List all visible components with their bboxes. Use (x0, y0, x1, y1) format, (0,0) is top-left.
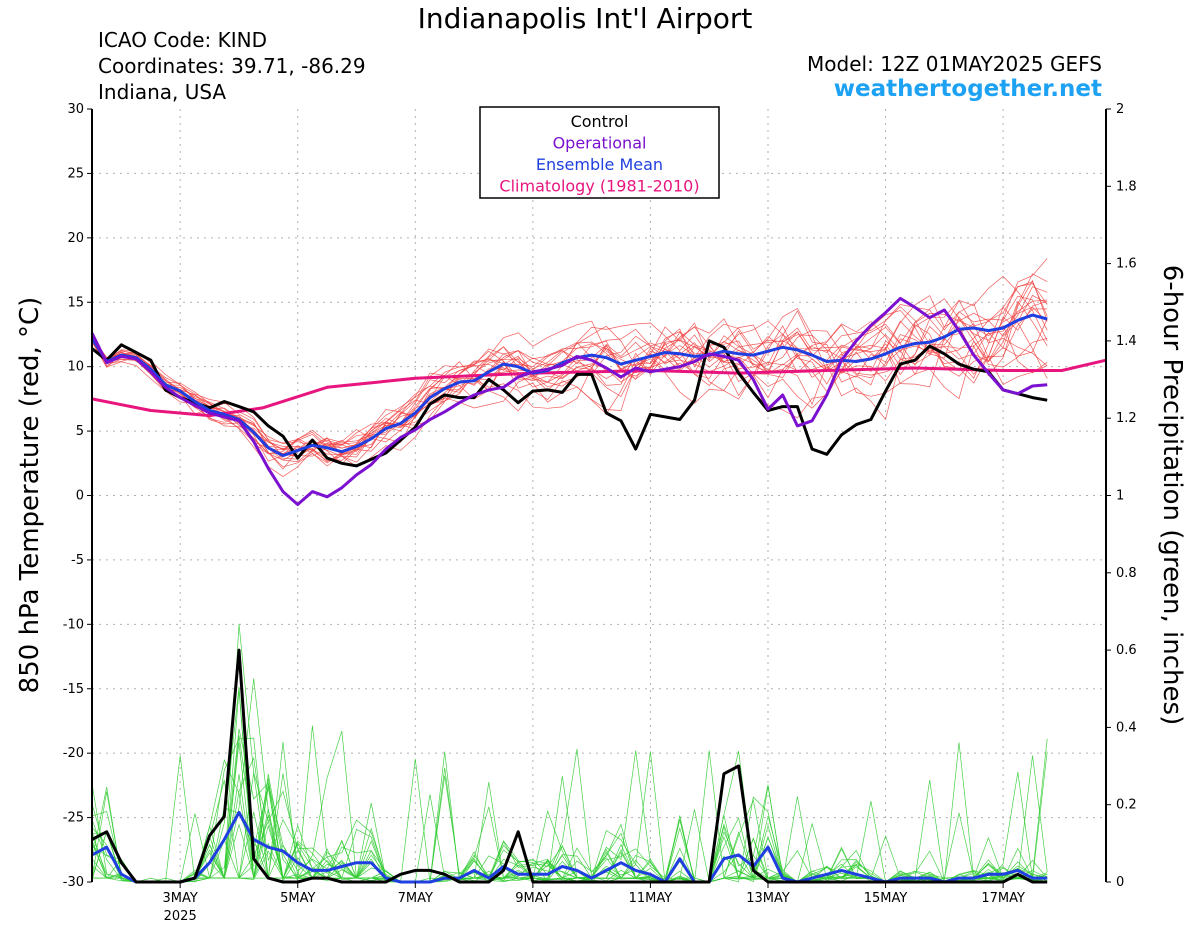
y-tick-label-left: 10 (67, 360, 84, 375)
axes: 302520151050-5-10-15-20-25-3021.81.61.41… (63, 102, 1137, 924)
y-tick-label-left: -5 (71, 553, 84, 568)
y-tick-label-left: -30 (63, 875, 84, 890)
y-tick-label-right: 0.4 (1116, 720, 1137, 735)
model-run: Model: 12Z 01MAY2025 GEFS (807, 52, 1102, 76)
y-tick-label-left: -20 (63, 746, 84, 761)
precip-member-line (91, 737, 1048, 883)
legend: Control Operational Ensemble Mean Climatolo… (479, 106, 720, 199)
temp-member-line (91, 273, 1048, 468)
x-tick-label: 5MAY (280, 891, 315, 906)
temp-member-line (91, 258, 1048, 468)
precip-ensemble-mean-line (91, 810, 1048, 884)
y-tick-label-left: 5 (76, 424, 84, 439)
x-tick-label: 3MAY (163, 891, 198, 906)
x-tick-sublabel: 2025 (164, 909, 197, 924)
y-tick-label-right: 0.6 (1116, 643, 1137, 658)
chart-title: Indianapolis Int'l Airport (417, 2, 753, 35)
y-tick-label-left: 0 (76, 489, 84, 504)
temp-member-line (91, 279, 1048, 467)
y-tick-label-left: -10 (63, 617, 84, 632)
icao-code: ICAO Code: KIND (98, 28, 267, 52)
brand-link[interactable]: weathertogether.net (833, 76, 1102, 102)
y-tick-label-left: -25 (63, 811, 84, 826)
y-tick-label-left: 30 (67, 102, 84, 117)
y-tick-label-right: 0 (1116, 875, 1124, 890)
temp-control-line (91, 339, 1048, 468)
temp-member-line (91, 294, 1048, 460)
precip-member-line (92, 738, 1048, 883)
x-tick-label: 13MAY (746, 891, 790, 906)
y-tick-label-right: 1 (1116, 489, 1124, 504)
temp-member-line (91, 303, 1048, 470)
y-tick-label-left: -15 (63, 682, 84, 697)
precip-member-line (91, 728, 1048, 883)
x-tick-label: 11MAY (629, 891, 673, 906)
x-tick-label: 7MAY (398, 891, 433, 906)
legend-entry: Operational (553, 134, 647, 153)
y-tick-label-left: 15 (67, 295, 84, 310)
precip-control-line (91, 648, 1048, 884)
operational-line (90, 296, 1048, 506)
coordinates: Coordinates: 39.71, -86.29 (98, 54, 366, 78)
temp-member-line (91, 300, 1048, 465)
temp-member-line (91, 298, 1048, 458)
precip-member-line (91, 725, 1048, 883)
grid (92, 109, 1106, 882)
temp-member-line (91, 299, 1048, 457)
legend-entry: Control (571, 112, 629, 131)
legend-entry: Ensemble Mean (536, 155, 663, 174)
y-tick-label-right: 1.2 (1116, 411, 1137, 426)
y-tick-label-right: 2 (1116, 102, 1124, 117)
y-tick-label-right: 0.2 (1116, 798, 1137, 813)
y-tick-label-right: 1.8 (1116, 179, 1137, 194)
y-tick-label-right: 0.8 (1116, 566, 1137, 581)
legend-box (479, 106, 720, 199)
temp-member-line (91, 324, 1048, 457)
y-tick-label-left: 20 (67, 231, 84, 246)
main-series (90, 296, 1107, 884)
legend-entry: Climatology (1981-2010) (499, 177, 699, 196)
precip-member-line (91, 735, 1048, 883)
y-tick-label-left: 25 (67, 166, 84, 181)
temp-member-line (91, 286, 1048, 463)
x-tick-label: 15MAY (864, 891, 908, 906)
y-tick-label-right: 1.4 (1116, 334, 1137, 349)
x-tick-label: 9MAY (515, 891, 550, 906)
x-tick-label: 17MAY (981, 891, 1025, 906)
y-tick-label-right: 1.6 (1116, 257, 1137, 272)
region: Indiana, USA (98, 80, 227, 104)
